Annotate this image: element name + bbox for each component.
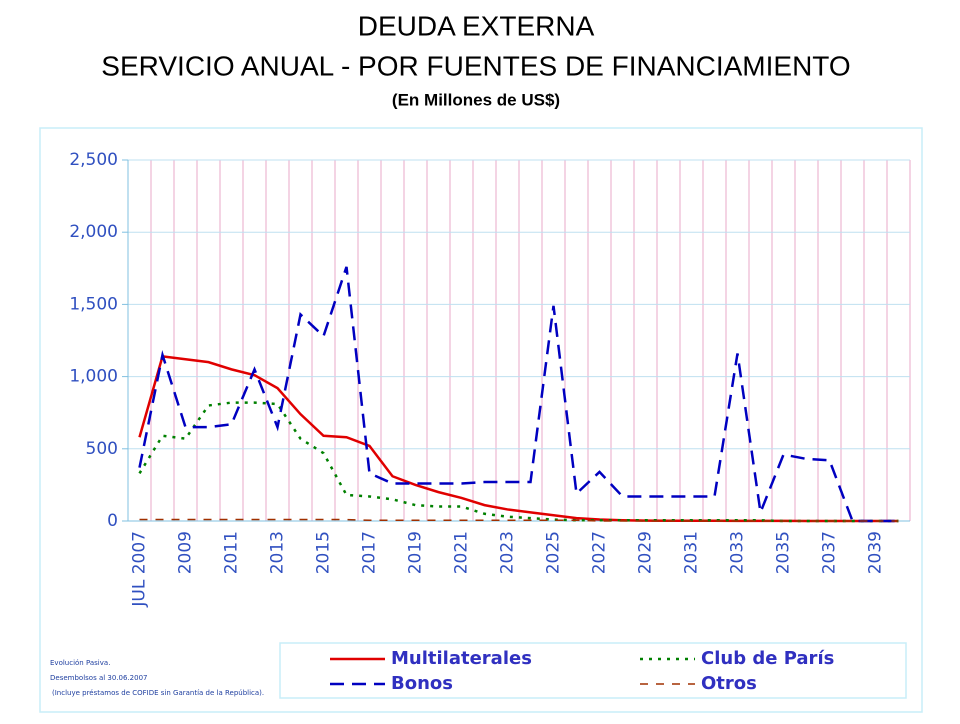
x-tick-label: JUL 2007	[130, 531, 150, 608]
units-label: (En Millones de US$)	[392, 90, 560, 109]
series-line	[138, 266, 899, 523]
x-tick-label: 2029	[636, 531, 656, 574]
chart-frame	[39, 127, 923, 713]
chart-title: DEUDA EXTERNA	[358, 10, 595, 41]
x-tick-label: 2017	[360, 531, 380, 574]
y-tick-label: 1,000	[69, 367, 118, 387]
x-tick-label: 2021	[452, 531, 472, 574]
footnote: Desembolsos al 30.06.2007	[50, 674, 147, 682]
x-tick-label: 2013	[268, 531, 288, 574]
legend-label: Otros	[701, 673, 757, 694]
x-tick-label: 2039	[866, 531, 886, 574]
x-tick-label: 2009	[176, 531, 196, 574]
footnote: (Incluye préstamos de COFIDE sin Garantí…	[52, 689, 264, 697]
x-tick-label: 2025	[544, 531, 564, 574]
x-tick-label: 2023	[498, 531, 518, 574]
legend-label: Bonos	[391, 673, 453, 694]
legend-label: Multilaterales	[391, 648, 532, 669]
chart-subtitle: SERVICIO ANUAL - POR FUENTES DE FINANCIA…	[101, 50, 850, 81]
series-line	[138, 401, 899, 523]
y-tick-label: 2,000	[69, 222, 118, 242]
legend-label: Club de París	[701, 648, 834, 669]
x-tick-label: 2019	[406, 531, 426, 574]
y-tick-label: 2,500	[69, 150, 118, 170]
x-tick-label: 2031	[682, 531, 702, 574]
y-tick-label: 1,500	[69, 294, 118, 314]
x-tick-label: 2037	[820, 531, 840, 574]
x-tick-label: 2011	[222, 531, 242, 574]
x-tick-label: 2035	[774, 531, 794, 574]
x-tick-label: 2015	[314, 531, 334, 574]
y-tick-label: 500	[86, 439, 118, 459]
x-tick-label: 2027	[590, 531, 610, 574]
footnote: Evolución Pasiva.	[50, 659, 110, 667]
y-tick-label: 0	[107, 511, 118, 531]
legend-box	[279, 642, 907, 699]
x-tick-label: 2033	[728, 531, 748, 574]
